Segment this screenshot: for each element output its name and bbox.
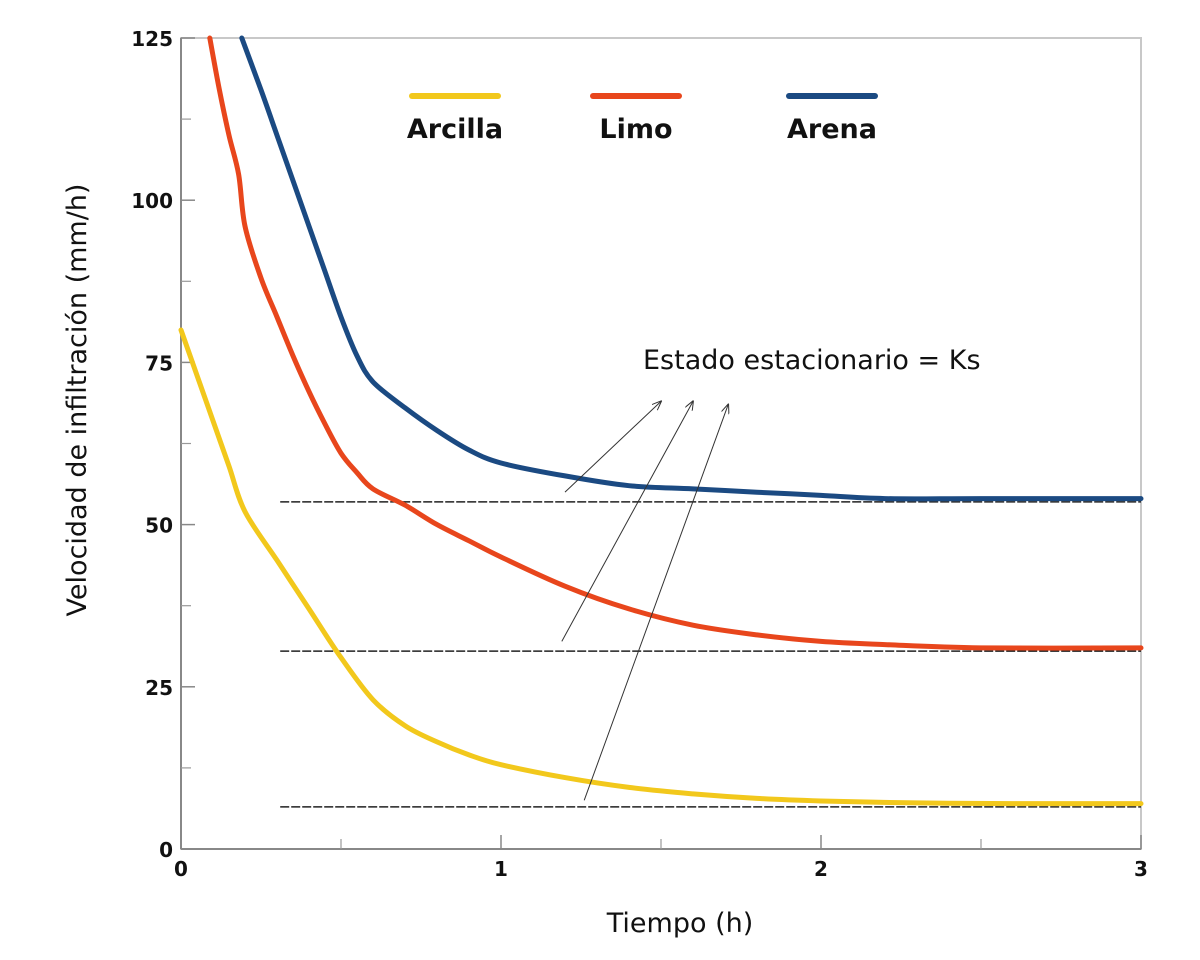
y-tick-label: 0 <box>159 838 173 862</box>
y-tick-label: 100 <box>131 189 173 213</box>
series-line-limo <box>207 35 1144 651</box>
x-tick-label: 2 <box>814 857 828 881</box>
legend: Arcilla Limo Arena <box>407 93 878 145</box>
axes: 0 25 50 75 100 125 0 1 2 3 <box>131 27 1148 881</box>
legend-label-limo: Limo <box>599 114 672 145</box>
annotation-arrow-1 <box>564 401 661 493</box>
series-line-arcilla <box>178 327 1144 807</box>
annotation-group: Estado estacionario = Ks <box>561 345 981 801</box>
annotation-arrow-2 <box>561 401 693 642</box>
annotation-arrow-3 <box>583 405 728 801</box>
x-tick-label: 3 <box>1134 857 1148 881</box>
x-tick-label: 1 <box>494 857 508 881</box>
y-tick-label: 25 <box>145 676 173 700</box>
series-lines <box>178 35 1144 807</box>
y-tick-label: 125 <box>131 27 173 51</box>
plot-area <box>180 37 1142 850</box>
y-tick-label: 75 <box>145 351 173 375</box>
annotation-label: Estado estacionario = Ks <box>643 345 981 376</box>
series-line-arena <box>239 35 1144 502</box>
x-tick-label: 0 <box>174 857 188 881</box>
y-axis-label: Velocidad de infiltración (mm/h) <box>62 184 93 617</box>
legend-label-arena: Arena <box>787 114 877 145</box>
y-tick-label: 50 <box>145 514 173 538</box>
x-axis-label: Tiempo (h) <box>606 908 754 939</box>
ks-lines <box>280 501 1141 808</box>
legend-label-arcilla: Arcilla <box>407 114 503 145</box>
